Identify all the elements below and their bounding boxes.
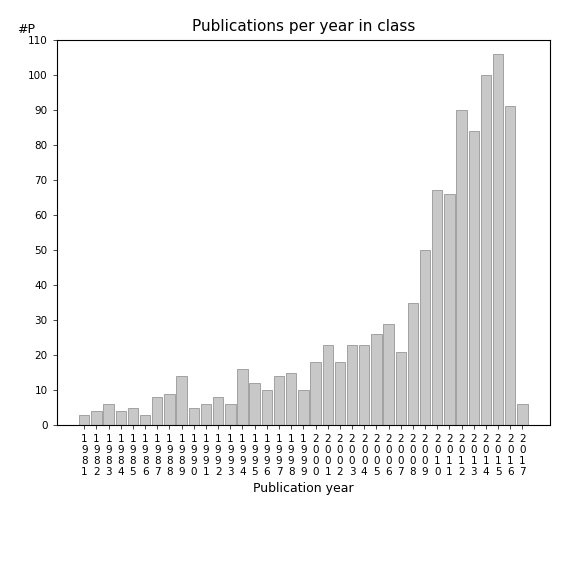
Bar <box>323 345 333 425</box>
Bar <box>116 411 126 425</box>
Bar <box>201 404 211 425</box>
Bar <box>383 324 393 425</box>
Bar <box>213 397 223 425</box>
Bar <box>261 390 272 425</box>
Bar <box>176 376 187 425</box>
Bar <box>249 383 260 425</box>
Bar <box>189 408 199 425</box>
Bar <box>79 414 90 425</box>
Bar <box>103 404 114 425</box>
Bar <box>274 376 284 425</box>
Bar <box>444 194 455 425</box>
Bar <box>493 54 503 425</box>
Bar <box>420 250 430 425</box>
Bar <box>359 345 369 425</box>
Bar <box>408 303 418 425</box>
Bar <box>505 106 515 425</box>
Bar <box>238 369 248 425</box>
Bar <box>517 404 527 425</box>
Bar <box>468 131 479 425</box>
Bar <box>140 414 150 425</box>
Bar <box>335 362 345 425</box>
Bar <box>432 191 442 425</box>
Bar <box>128 408 138 425</box>
Bar <box>481 75 491 425</box>
Bar <box>152 397 163 425</box>
Bar <box>164 393 175 425</box>
X-axis label: Publication year: Publication year <box>253 482 354 495</box>
Bar <box>371 334 382 425</box>
Bar <box>286 373 297 425</box>
Title: Publications per year in class: Publications per year in class <box>192 19 415 35</box>
Bar <box>456 110 467 425</box>
Bar <box>298 390 308 425</box>
Bar <box>347 345 357 425</box>
Bar <box>310 362 321 425</box>
Text: #P: #P <box>17 23 35 36</box>
Bar <box>225 404 235 425</box>
Bar <box>396 352 406 425</box>
Bar <box>91 411 101 425</box>
